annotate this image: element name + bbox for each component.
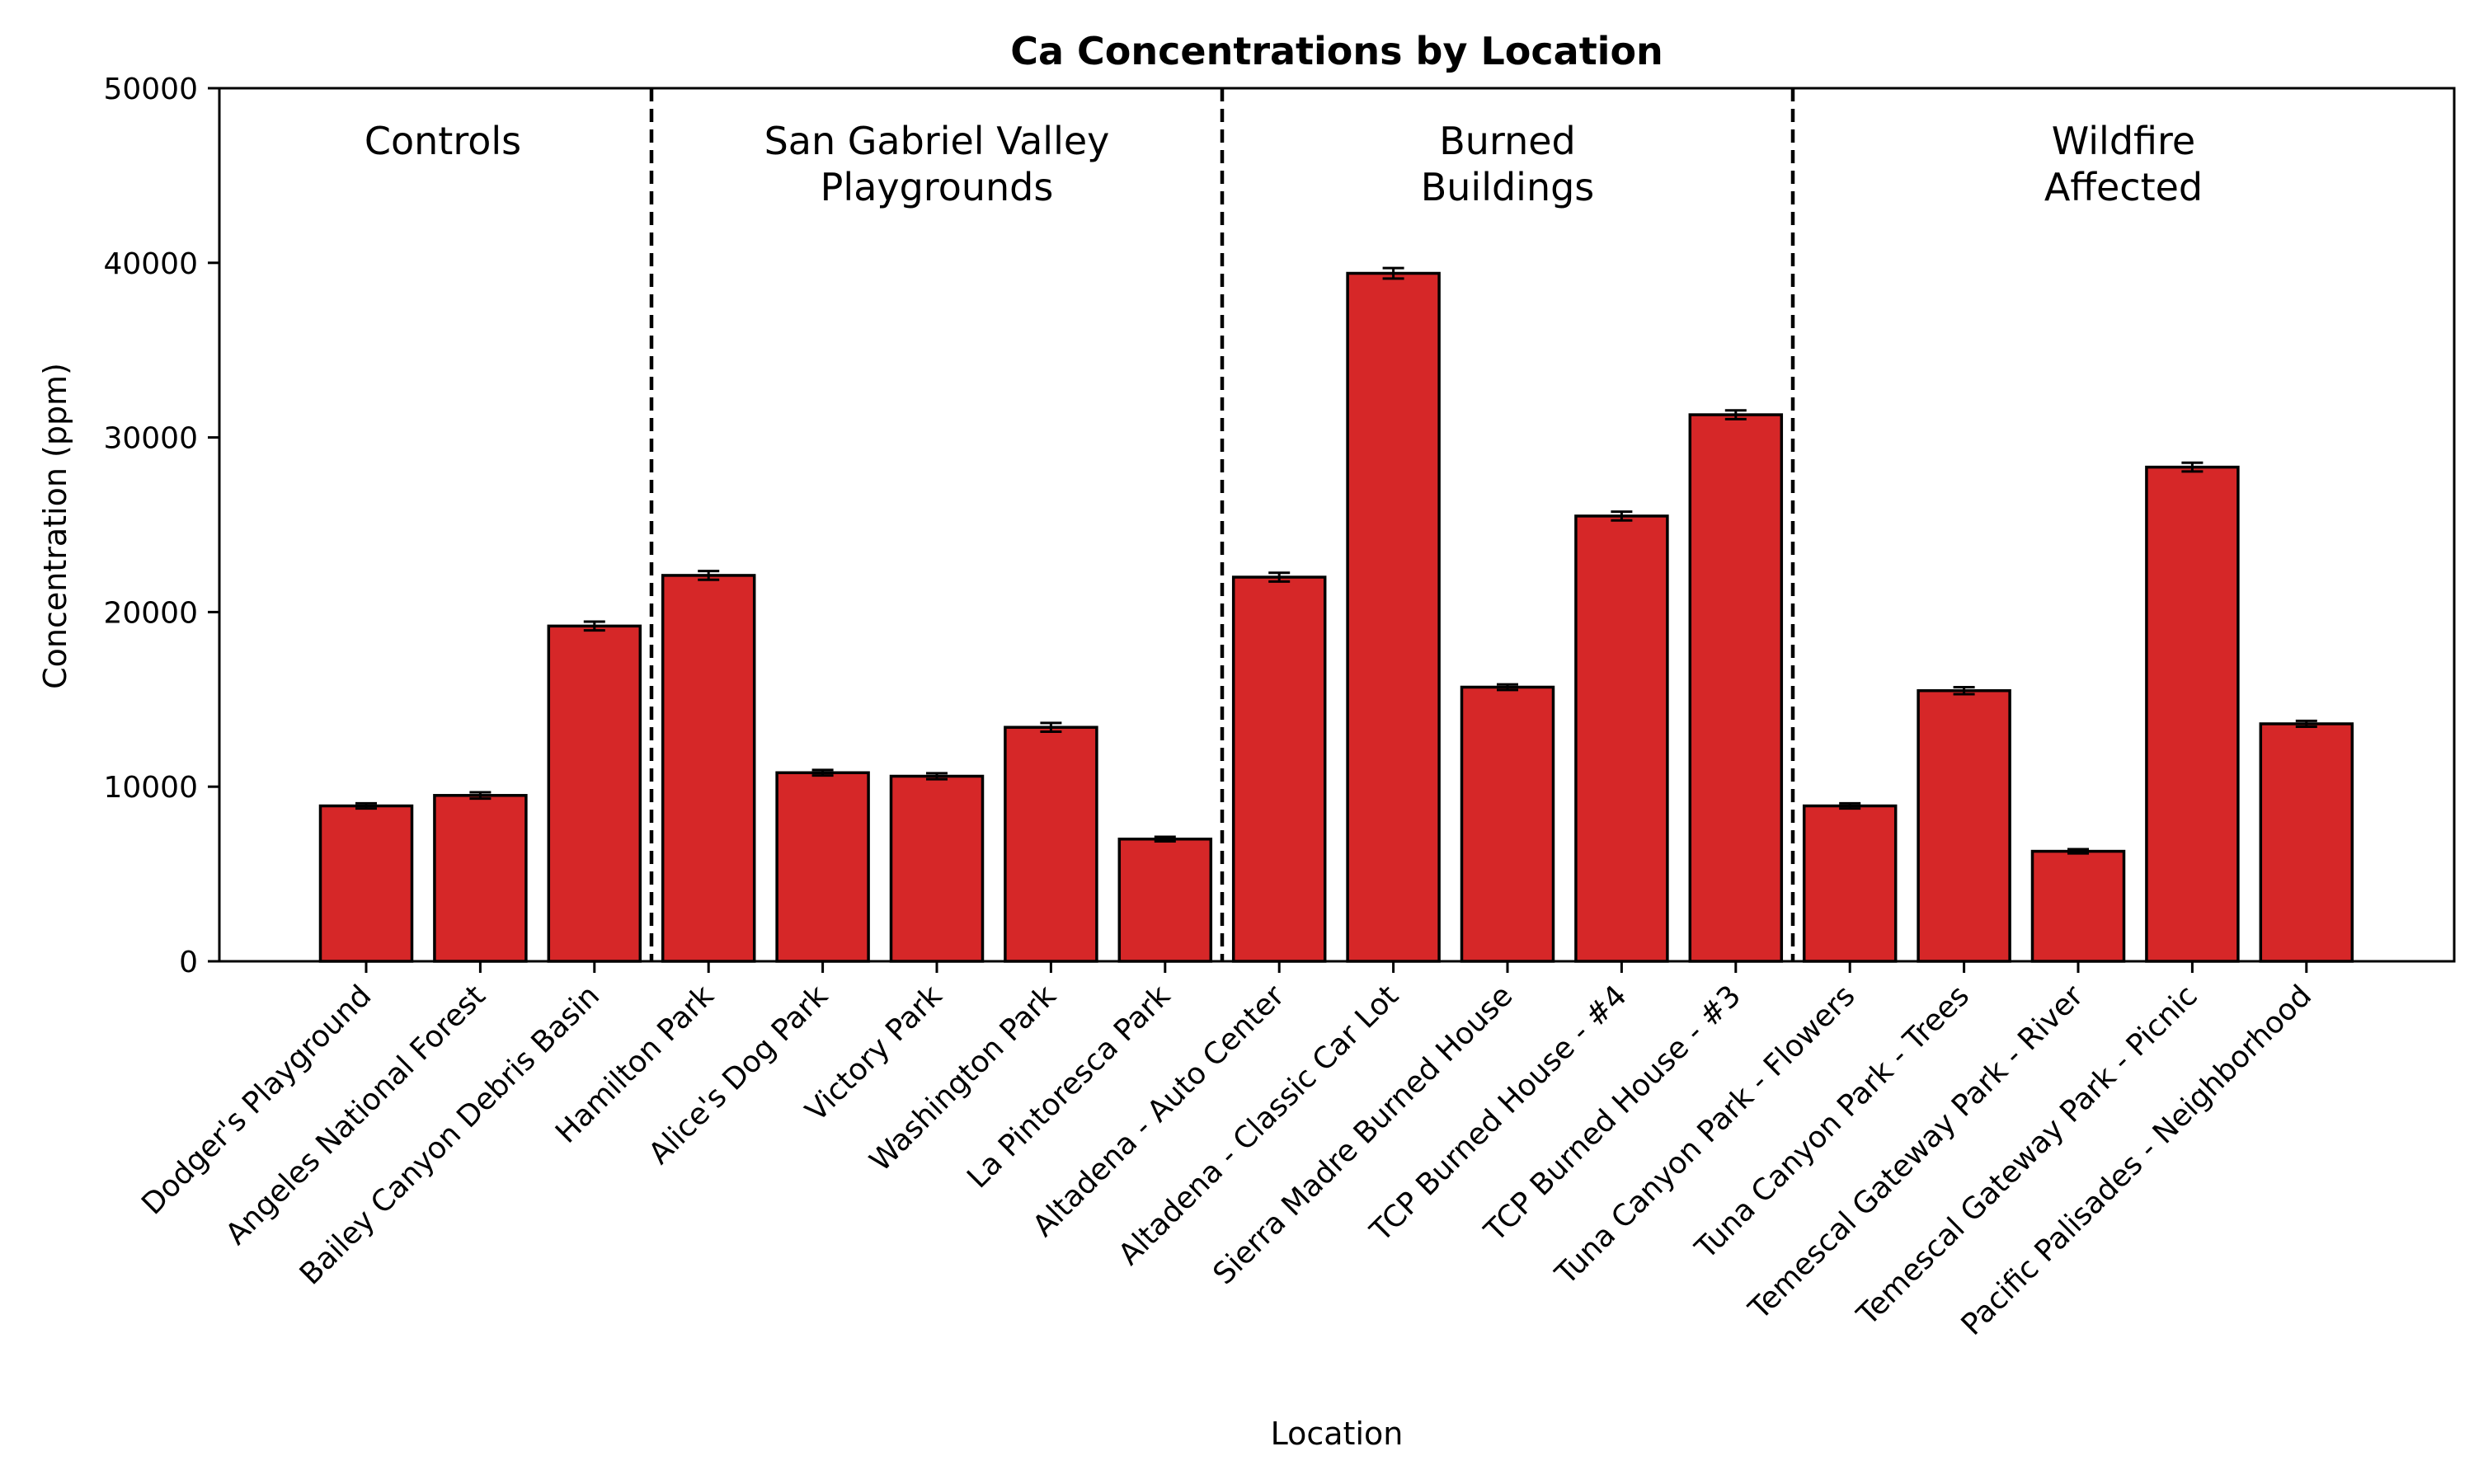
bar (318, 804, 414, 963)
error-bar (583, 620, 605, 632)
chart-title: Ca Concentrations by Location (1010, 29, 1663, 73)
error-bar (926, 772, 948, 781)
bar (1574, 514, 1669, 963)
bar (775, 771, 870, 963)
error-bar (1611, 510, 1633, 522)
error-bar (2067, 848, 2089, 855)
error-bar (1724, 409, 1747, 420)
bar (433, 794, 528, 963)
error-bar (2181, 461, 2204, 473)
error-bar (1154, 835, 1176, 843)
error-bar (355, 801, 377, 810)
error-bar (2295, 719, 2317, 729)
x-axis-label: Location (1271, 1416, 1404, 1452)
error-bar (698, 570, 720, 581)
group-label: Playgrounds (821, 165, 1054, 209)
bar (1688, 413, 1784, 963)
bar (547, 624, 642, 963)
error-bar (811, 768, 834, 777)
y-tick-label: 40000 (103, 247, 198, 281)
bar (1231, 575, 1327, 963)
bar (1802, 804, 1898, 963)
y-tick-label: 50000 (103, 73, 198, 106)
bar (2259, 722, 2354, 963)
error-bar (1839, 801, 1861, 810)
bar (661, 574, 756, 963)
bar (1917, 688, 2011, 963)
y-tick-label: 0 (179, 946, 198, 979)
y-tick-label: 30000 (103, 422, 198, 456)
bar (2030, 849, 2126, 963)
group-label: Controls (365, 119, 521, 163)
plot-frame (218, 87, 2456, 963)
error-bar (469, 791, 492, 801)
bar (1004, 726, 1098, 963)
y-axis-label: Concentration (ppm) (37, 363, 73, 689)
group-label: San Gabriel Valley (764, 119, 1110, 163)
group-label: Affected (2044, 165, 2203, 209)
bar (1346, 271, 1441, 963)
error-bar (1953, 685, 1975, 696)
error-bar (1040, 721, 1062, 733)
bar (889, 774, 985, 963)
group-label: Burned (1439, 119, 1575, 163)
group-label: Buildings (1421, 165, 1595, 209)
bar (1460, 685, 1555, 963)
error-bar (1382, 266, 1404, 280)
bar (1117, 837, 1213, 963)
error-bar (1268, 571, 1291, 583)
bar (2145, 465, 2240, 963)
group-label: Wildfire (2052, 119, 2195, 163)
y-tick-label: 10000 (103, 771, 198, 805)
y-tick-label: 20000 (103, 596, 198, 630)
error-bar (1497, 683, 1518, 692)
